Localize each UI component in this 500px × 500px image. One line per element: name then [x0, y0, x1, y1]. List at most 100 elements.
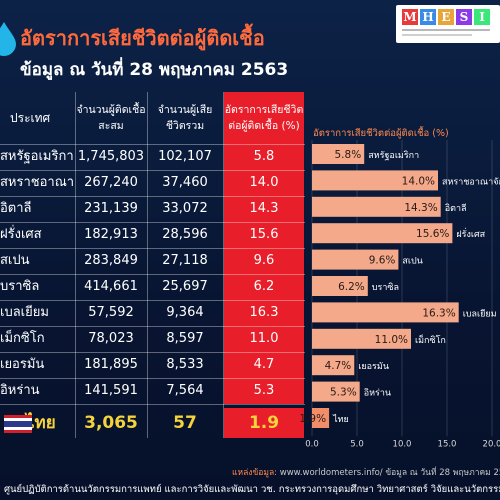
bar [312, 276, 368, 296]
source-note: แหล่งข้อมูล: www.worldometers.info/ ข้อม… [232, 465, 500, 479]
cell-country: สเปน [0, 253, 30, 268]
cell-country: ไทย [26, 413, 56, 433]
cell-country: ฝรั่งเศส [0, 227, 42, 242]
bar-category-label: ไทย [332, 414, 349, 425]
header-deaths: จำนวนผู้เสียชีวิตรวม [157, 104, 213, 132]
bar [312, 223, 453, 244]
bar-category-label: เม็กซิโก [415, 333, 446, 346]
bar [312, 328, 411, 349]
cell-country: อิหร่าน [0, 383, 40, 398]
cell-rate: 4.7 [224, 352, 304, 378]
cell-deaths: 102,107 [158, 149, 212, 164]
bar-value-label: 5.3% [330, 387, 357, 399]
footer-credit: ศูนย์ปฏิบัติการด้านนวัตกรรมการแพทย์ และก… [4, 484, 500, 495]
x-tick-label: 5.0 [350, 439, 364, 449]
cell-country: เบลเยียม [0, 305, 49, 320]
cell-deaths: 57 [173, 413, 197, 433]
bar [312, 196, 441, 217]
row-divider [0, 170, 305, 171]
row-divider [0, 300, 305, 301]
cell-rate: 15.6 [224, 222, 304, 248]
cell-cases: 78,023 [88, 331, 134, 346]
bar-value-label: 5.8% [335, 149, 362, 161]
bar-category-label: เยอรมัน [358, 362, 389, 372]
cell-cases: 1,745,803 [77, 149, 145, 164]
source-text: www.worldometers.info/ ข้อมูล ณ วันที่ 2… [279, 468, 500, 478]
cell-rate: 1.9 [224, 408, 304, 438]
bar-category-label: เบลเยียม [463, 308, 497, 319]
row-divider [0, 378, 305, 379]
cell-deaths: 7,564 [166, 383, 204, 398]
bar-category-label: สเปน [402, 257, 422, 267]
bar-value-label: 15.6% [416, 228, 449, 240]
bar-category-label: ฝรั่งเศส [456, 227, 485, 240]
table-row: สเปน 283,849 27,118 9.6 [0, 248, 305, 274]
cell-rate: 5.3 [224, 378, 304, 404]
column-divider [223, 92, 224, 438]
bar-value-label: 6.2% [338, 281, 365, 293]
row-divider [0, 352, 305, 353]
bar [312, 170, 438, 191]
bar [312, 381, 360, 402]
bar-value-label: 16.3% [422, 307, 455, 319]
cell-country: เยอรมัน [0, 357, 45, 372]
cell-deaths: 27,118 [162, 253, 208, 268]
mhesi-logo: M H E S I [396, 5, 500, 43]
table-row: อิตาลี 231,139 33,072 14.3 [0, 196, 305, 222]
table-row: ฝรั่งเศส 182,913 28,596 15.6 [0, 222, 305, 248]
cell-cases: 57,592 [88, 305, 134, 320]
cell-deaths: 28,596 [162, 227, 208, 242]
cell-rate: 6.2 [224, 274, 304, 300]
cell-deaths: 8,533 [166, 357, 204, 372]
page-subtitle: ข้อมูล ณ วันที่ 28 พฤษภาคม 2563 [20, 60, 289, 80]
table-row: อิหร่าน 141,591 7,564 5.3 [0, 378, 305, 404]
column-divider [147, 92, 148, 438]
cell-rate: 9.6 [224, 248, 304, 274]
bar-value-label: 14.0% [402, 175, 435, 187]
cell-deaths: 9,364 [166, 305, 204, 320]
logo-letter-i: I [479, 10, 485, 24]
bar-category-label: อิหร่าน [364, 388, 391, 399]
cell-country: บราซิล [0, 279, 40, 294]
cell-cases: 182,913 [84, 227, 138, 242]
row-divider [0, 196, 305, 197]
cell-country: สหรัฐอเมริกา [0, 149, 74, 164]
x-tick-label: 15.0 [438, 439, 457, 449]
bar [312, 408, 330, 428]
cell-deaths: 25,697 [162, 279, 208, 294]
row-divider [0, 274, 305, 275]
cell-deaths: 33,072 [162, 201, 208, 216]
row-divider [0, 404, 305, 405]
bar-category-label: อิตาลี [445, 203, 467, 214]
header-country: ประเทศ [10, 111, 51, 125]
table-row: เม็กซิโก 78,023 8,597 11.0 [0, 326, 305, 352]
cell-country: อิตาลี [0, 201, 32, 216]
cell-cases: 141,591 [84, 383, 138, 398]
cell-country: สหราชอาณาจักร [0, 175, 74, 190]
bar-value-label: 1.9% [299, 413, 326, 425]
logo-letter-s: S [460, 10, 469, 24]
table-row: เบลเยียม 57,592 9,364 16.3 [0, 300, 305, 326]
cell-cases: 267,240 [84, 175, 138, 190]
chart-title: อัตราการเสียชีวิตต่อผู้ติดเชื้อ (%) [313, 128, 449, 139]
bar [312, 355, 355, 376]
x-tick-label: 10.0 [393, 439, 412, 449]
cell-cases: 283,849 [84, 253, 138, 268]
page-title: อัตราการเสียชีวิตต่อผู้ติดเชื้อ [20, 26, 265, 50]
bar-category-label: สหรัฐอเมริกา [368, 150, 419, 161]
cell-rate: 16.3 [224, 300, 304, 326]
table-row: สหรัฐอเมริกา 1,745,803 102,107 5.8 [0, 144, 305, 170]
table-row: เยอรมัน 181,895 8,533 4.7 [0, 352, 305, 378]
table-row-thailand: ไทย 3,065 57 1.9 [0, 408, 305, 438]
header-cases: จำนวนผู้ติดเชื้อสะสม [76, 104, 146, 132]
cell-country: เม็กซิโก [0, 331, 45, 346]
logo-letter-m: M [403, 10, 416, 24]
logo-letter-h: H [422, 10, 433, 24]
row-divider [0, 326, 305, 327]
bar [312, 144, 365, 164]
source-label: แหล่งข้อมูล: [232, 468, 278, 478]
cell-deaths: 37,460 [162, 175, 208, 190]
x-tick-label: 0.0 [305, 439, 319, 449]
